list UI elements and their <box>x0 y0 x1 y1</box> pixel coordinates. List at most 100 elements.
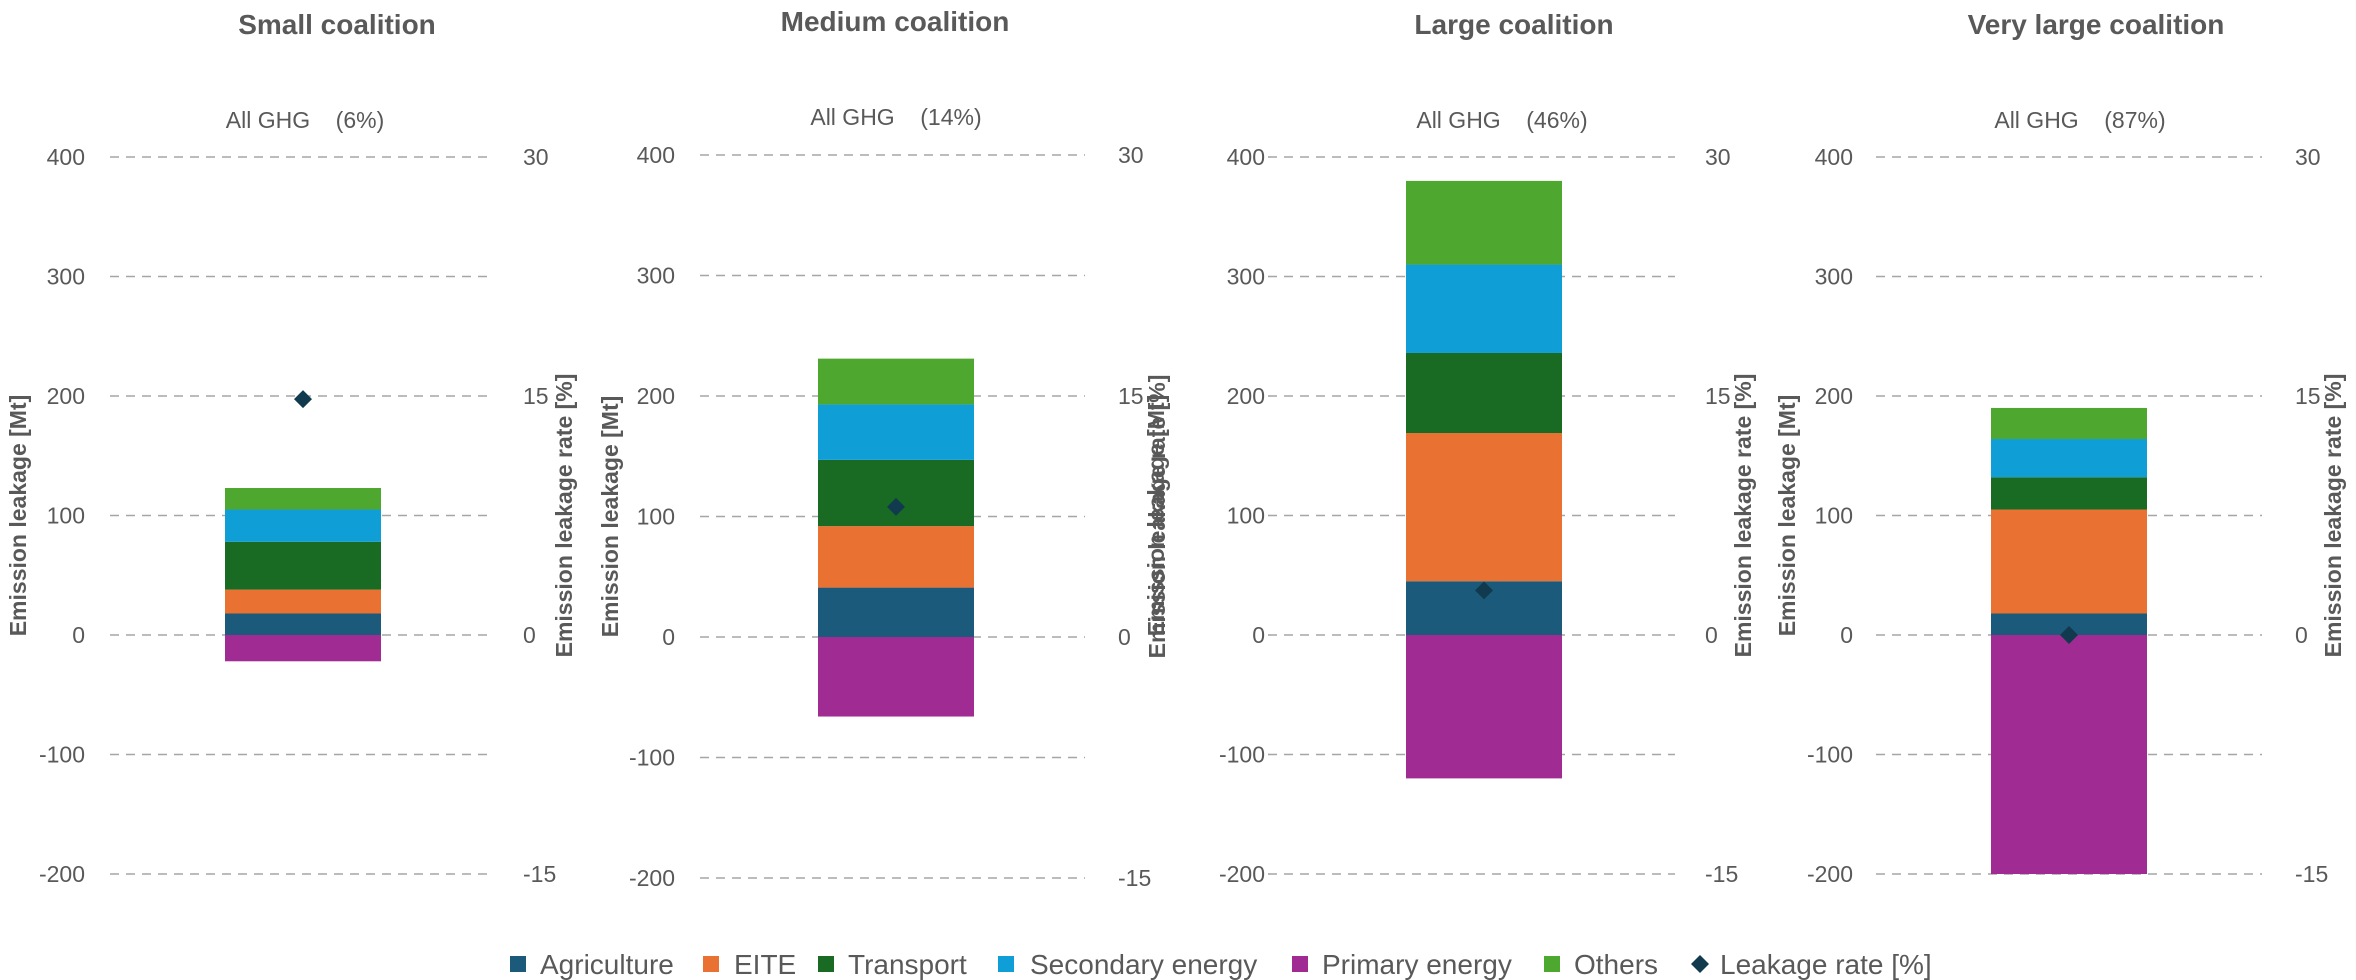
y-tick-label: 200 <box>47 383 85 409</box>
y-tick-label: -200 <box>1219 861 1265 887</box>
y-tick-label: 100 <box>1227 503 1265 529</box>
y-tick-label: 400 <box>47 144 85 170</box>
bar-segment-secondary-energy <box>1406 264 1562 353</box>
chart-subtitle: All GHG (6%) <box>226 107 384 133</box>
legend-label: Primary energy <box>1322 949 1512 980</box>
chart-panel: 400 300 200 100 0 -100 -200 30 15 0 -15 Medium coal… <box>597 6 1170 891</box>
legend-item: Leakage rate [%] <box>1691 949 1932 980</box>
y2-tick-label: 0 <box>1118 624 1131 650</box>
bar-segment-eite <box>1406 433 1562 582</box>
bar-segment-eite <box>818 526 974 588</box>
legend-label: Others <box>1574 949 1658 980</box>
legend-item: Agriculture <box>510 949 674 980</box>
legend-marker-square <box>510 956 526 972</box>
bar-segment-agriculture <box>818 587 974 637</box>
y-tick-label: 100 <box>637 504 675 530</box>
bar-segment-primary-energy <box>225 635 381 662</box>
y2-tick-label: 0 <box>1705 622 1718 648</box>
y-tick-label: 100 <box>1815 503 1853 529</box>
legend-marker-square <box>818 956 834 972</box>
bar-segment-secondary-energy <box>818 404 974 460</box>
y-axis-label: Emission leakage [Mt] <box>5 395 31 637</box>
y-tick-label: 300 <box>47 264 85 290</box>
y-tick-label: 0 <box>72 622 85 648</box>
y-axis-label: Emission leakage [Mt] <box>1143 395 1169 637</box>
bar-segment-agriculture <box>1991 613 2147 635</box>
chart-panel: 400 300 200 100 0 -100 -200 30 15 0 -15 Very large … <box>1774 9 2346 887</box>
legend-label: Leakage rate [%] <box>1720 949 1932 980</box>
leakage-rate-marker <box>2060 626 2078 644</box>
legend-item: EITE <box>703 949 796 980</box>
bar-segment-transport <box>225 541 381 590</box>
y-tick-label: 400 <box>1227 144 1265 170</box>
bar-segment-agriculture <box>225 613 381 635</box>
y-tick-label: -200 <box>1807 861 1853 887</box>
bar-segment-others <box>1406 180 1562 265</box>
bar-segment-others <box>225 488 381 510</box>
y2-tick-label: 0 <box>523 622 536 648</box>
bar-segment-transport <box>1991 477 2147 510</box>
y-tick-label: 200 <box>1227 383 1265 409</box>
bar-segment-secondary-energy <box>225 509 381 542</box>
legend-item: Transport <box>818 949 967 980</box>
y2-tick-label: 15 <box>1118 383 1144 409</box>
y2-tick-label: -15 <box>2295 861 2328 887</box>
bar-segment-secondary-energy <box>1991 439 2147 478</box>
chart-title: Very large coalition <box>1968 9 2225 40</box>
y-tick-label: -100 <box>39 742 85 768</box>
chart-subtitle: All GHG (46%) <box>1416 107 1587 133</box>
leakage-rate-marker <box>887 497 905 516</box>
chart-title: Large coalition <box>1414 9 1613 40</box>
y2-tick-label: 0 <box>2295 622 2308 648</box>
y2-axis-label: Emission leakage rate [%] <box>1144 375 1170 659</box>
legend-marker-diamond <box>1691 955 1709 973</box>
y2-axis-label: Emission leakage rate [%] <box>551 374 577 658</box>
legend-marker-square <box>703 956 719 972</box>
y-tick-label: 0 <box>662 624 675 650</box>
y2-tick-label: -15 <box>1705 861 1738 887</box>
legend-marker-square <box>1292 956 1308 972</box>
legend-label: EITE <box>734 949 796 980</box>
y-axis-label: Emission leakage [Mt] <box>1774 395 1800 637</box>
y2-tick-label: 15 <box>523 383 549 409</box>
chart-title: Small coalition <box>238 9 436 40</box>
bar-segment-primary-energy <box>818 637 974 717</box>
legend-label: Agriculture <box>540 949 674 980</box>
y2-tick-label: 30 <box>1705 144 1731 170</box>
y2-tick-label: -15 <box>523 861 556 887</box>
legend-marker-square <box>1544 956 1560 972</box>
bar-segment-primary-energy <box>1991 635 2147 874</box>
y-tick-label: -100 <box>1807 742 1853 768</box>
y-tick-label: 400 <box>1815 144 1853 170</box>
y2-tick-label: 30 <box>2295 144 2321 170</box>
chart-title: Medium coalition <box>781 6 1010 37</box>
legend-marker-square <box>998 956 1014 972</box>
y2-tick-label: -15 <box>1118 865 1151 891</box>
y2-tick-label: 15 <box>2295 383 2321 409</box>
y2-tick-label: 30 <box>523 144 549 170</box>
leakage-rate-marker <box>1475 581 1493 600</box>
chart-subtitle: All GHG (87%) <box>1994 107 2165 133</box>
y-tick-label: -200 <box>39 861 85 887</box>
legend-label: Secondary energy <box>1030 949 1257 980</box>
y2-axis-label: Emission leakage rate [%] <box>2320 374 2346 658</box>
y-tick-label: 300 <box>637 263 675 289</box>
bar-segment-others <box>818 358 974 405</box>
bar-segment-transport <box>1406 352 1562 434</box>
legend-item: Others <box>1544 949 1658 980</box>
y-tick-label: -200 <box>629 865 675 891</box>
chart-panel: 400 300 200 100 0 -100 -200 30 15 0 -15 Large coali… <box>1143 9 1756 887</box>
chart-legend: Agriculture EITE Transport Secondary energy… <box>510 949 1932 980</box>
y2-tick-label: 15 <box>1705 383 1731 409</box>
chart-subtitle: All GHG (14%) <box>810 104 981 130</box>
bar-segment-transport <box>818 459 974 527</box>
y-tick-label: 300 <box>1815 264 1853 290</box>
chart-panel: 400 300 200 100 0 -100 -200 30 15 0 -15 Small coali… <box>5 9 577 887</box>
y2-tick-label: 30 <box>1118 142 1144 168</box>
y-tick-label: 0 <box>1252 622 1265 648</box>
y2-axis-label: Emission leakage rate [%] <box>1730 374 1756 658</box>
y-tick-label: 200 <box>637 383 675 409</box>
y-tick-label: -100 <box>629 745 675 771</box>
legend-label: Transport <box>848 949 967 980</box>
